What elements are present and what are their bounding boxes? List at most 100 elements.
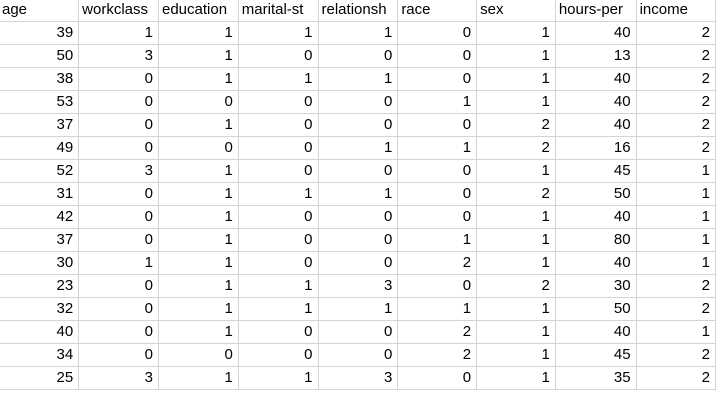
table-cell[interactable]: 2 [476,113,556,137]
table-cell[interactable]: 1 [476,320,556,344]
table-cell[interactable]: 0 [78,320,159,344]
table-cell[interactable]: 0 [397,274,478,298]
table-cell[interactable]: 3 [318,274,399,298]
table-cell[interactable]: 1 [158,274,239,298]
table-cell[interactable]: 49 [0,136,80,160]
table-cell[interactable]: 2 [397,343,478,367]
table-cell[interactable]: 1 [318,182,399,206]
table-cell[interactable]: 2 [636,90,717,114]
table-cell[interactable]: 1 [158,159,239,183]
table-cell[interactable]: 1 [476,205,556,229]
table-cell[interactable]: 0 [158,343,239,367]
table-cell[interactable]: 30 [555,274,637,298]
table-cell[interactable]: 1 [158,21,239,45]
table-cell[interactable]: 40 [555,320,637,344]
table-cell[interactable]: 1 [476,251,556,275]
table-cell[interactable]: 0 [238,90,319,114]
table-cell[interactable]: 0 [397,67,478,91]
table-cell[interactable]: 0 [318,159,399,183]
table-cell[interactable]: 0 [238,44,319,68]
table-cell[interactable]: 1 [238,182,319,206]
table-cell[interactable]: 0 [318,44,399,68]
table-cell[interactable]: 2 [397,320,478,344]
table-cell[interactable]: 3 [78,366,159,390]
column-header-cell[interactable]: education [158,0,239,22]
table-cell[interactable]: 30 [0,251,80,275]
table-cell[interactable]: 53 [0,90,80,114]
table-cell[interactable]: 0 [397,113,478,137]
table-cell[interactable]: 0 [238,113,319,137]
table-cell[interactable]: 0 [318,320,399,344]
table-cell[interactable]: 0 [397,205,478,229]
table-cell[interactable]: 1 [238,297,319,321]
table-cell[interactable]: 1 [397,90,478,114]
table-cell[interactable]: 40 [555,21,637,45]
table-cell[interactable]: 0 [78,182,159,206]
table-cell[interactable]: 0 [318,251,399,275]
table-cell[interactable]: 32 [0,297,80,321]
table-cell[interactable]: 31 [0,182,80,206]
table-cell[interactable]: 1 [158,113,239,137]
table-cell[interactable]: 1 [476,90,556,114]
table-cell[interactable]: 3 [78,44,159,68]
table-cell[interactable]: 0 [78,67,159,91]
table-cell[interactable]: 3 [318,366,399,390]
table-cell[interactable]: 0 [397,21,478,45]
table-cell[interactable]: 37 [0,228,80,252]
column-header-cell[interactable]: hours-per [555,0,637,22]
table-cell[interactable]: 40 [555,113,637,137]
table-cell[interactable]: 1 [238,21,319,45]
table-cell[interactable]: 39 [0,21,80,45]
table-cell[interactable]: 0 [78,90,159,114]
table-cell[interactable]: 0 [78,274,159,298]
table-cell[interactable]: 0 [238,136,319,160]
table-cell[interactable]: 2 [476,136,556,160]
table-cell[interactable]: 1 [397,228,478,252]
table-cell[interactable]: 1 [158,297,239,321]
table-cell[interactable]: 0 [238,343,319,367]
column-header-cell[interactable]: marital-st [238,0,319,22]
table-cell[interactable]: 40 [555,205,637,229]
table-cell[interactable]: 0 [78,297,159,321]
table-cell[interactable]: 2 [636,136,717,160]
table-cell[interactable]: 1 [476,366,556,390]
table-cell[interactable]: 2 [476,182,556,206]
table-cell[interactable]: 35 [555,366,637,390]
table-cell[interactable]: 1 [238,274,319,298]
table-cell[interactable]: 2 [636,113,717,137]
table-cell[interactable]: 1 [158,205,239,229]
table-cell[interactable]: 0 [78,205,159,229]
table-cell[interactable]: 34 [0,343,80,367]
table-cell[interactable]: 37 [0,113,80,137]
table-cell[interactable]: 0 [78,228,159,252]
table-cell[interactable]: 2 [397,251,478,275]
table-cell[interactable]: 1 [476,21,556,45]
table-cell[interactable]: 2 [636,21,717,45]
table-cell[interactable]: 0 [158,136,239,160]
table-cell[interactable]: 1 [636,159,717,183]
table-cell[interactable]: 2 [636,343,717,367]
table-cell[interactable]: 1 [78,21,159,45]
table-cell[interactable]: 1 [476,159,556,183]
table-cell[interactable]: 2 [476,274,556,298]
table-cell[interactable]: 2 [636,366,717,390]
table-cell[interactable]: 40 [555,251,637,275]
table-cell[interactable]: 0 [318,205,399,229]
table-cell[interactable]: 0 [318,343,399,367]
column-header-cell[interactable]: relationsh [318,0,399,22]
table-cell[interactable]: 1 [318,21,399,45]
table-cell[interactable]: 0 [318,228,399,252]
table-cell[interactable]: 1 [318,136,399,160]
table-cell[interactable]: 38 [0,67,80,91]
table-cell[interactable]: 1 [476,67,556,91]
table-cell[interactable]: 42 [0,205,80,229]
table-cell[interactable]: 1 [318,297,399,321]
table-cell[interactable]: 1 [158,182,239,206]
table-cell[interactable]: 52 [0,159,80,183]
column-header-cell[interactable]: workclass [78,0,159,22]
table-cell[interactable]: 2 [636,274,717,298]
table-cell[interactable]: 0 [238,228,319,252]
table-cell[interactable]: 0 [78,343,159,367]
table-cell[interactable]: 1 [476,44,556,68]
table-cell[interactable]: 1 [238,366,319,390]
